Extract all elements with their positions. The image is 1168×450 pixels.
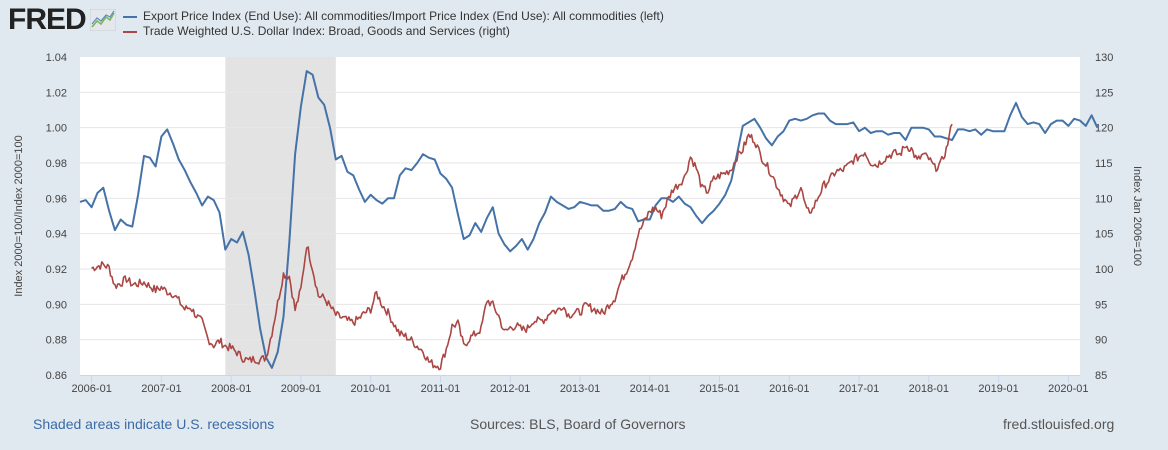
y-left-tick-label: 0.86 xyxy=(46,370,67,382)
chart-canvas: 2006-01 2007-01 2008-01 2009-01 2010-01 2011-… xyxy=(0,0,1168,410)
y-left-tick-label: 0.96 xyxy=(46,193,67,205)
y-left-tick-label: 0.88 xyxy=(46,335,67,347)
x-tick-label: 2014-01 xyxy=(630,383,670,395)
x-tick-label: 2009-01 xyxy=(281,383,321,395)
y-axis-left: 0.86 0.88 0.90 0.92 0.94 0.96 0.98 1.00 1.02 1.04 xyxy=(46,52,67,382)
x-tick-label: 2018-01 xyxy=(909,383,949,395)
x-tick-label: 2017-01 xyxy=(839,383,879,395)
x-tick-label: 2012-01 xyxy=(490,383,530,395)
y-right-tick-label: 95 xyxy=(1095,299,1107,311)
x-tick-label: 2016-01 xyxy=(769,383,809,395)
y-right-tick-label: 110 xyxy=(1095,193,1113,205)
y-right-tick-label: 85 xyxy=(1095,370,1107,382)
recession-shade xyxy=(225,57,335,375)
x-tick-label: 2011-01 xyxy=(421,383,461,395)
x-axis: 2006-01 2007-01 2008-01 2009-01 2010-01 2011-… xyxy=(71,375,1088,395)
recession-layer xyxy=(225,57,335,375)
x-tick-label: 2007-01 xyxy=(141,383,181,395)
y-left-tick-label: 0.92 xyxy=(46,264,67,276)
y-right-tick-label: 105 xyxy=(1095,229,1113,241)
y-axis-left-title: Index 2000=100/Index 2000=100 xyxy=(13,135,25,296)
sources-text: Sources: BLS, Board of Governors xyxy=(470,416,686,432)
y-left-tick-label: 1.00 xyxy=(46,123,67,135)
recession-note-link[interactable]: Shaded areas indicate U.S. recessions xyxy=(33,416,274,432)
x-tick-label: 2006-01 xyxy=(71,383,111,395)
site-url[interactable]: fred.stlouisfed.org xyxy=(1003,416,1114,432)
y-left-tick-label: 0.94 xyxy=(46,229,67,241)
y-right-tick-label: 115 xyxy=(1095,158,1113,170)
y-left-tick-label: 1.04 xyxy=(46,52,67,64)
x-tick-label: 2015-01 xyxy=(699,383,739,395)
x-tick-label: 2019-01 xyxy=(978,383,1018,395)
y-right-tick-label: 90 xyxy=(1095,335,1107,347)
y-left-tick-label: 1.02 xyxy=(46,87,67,99)
y-left-tick-label: 0.98 xyxy=(46,158,67,170)
y-axis-right-title: Index Jan 2006=100 xyxy=(1131,166,1143,266)
x-tick-label: 2010-01 xyxy=(351,383,391,395)
x-tick-label: 2008-01 xyxy=(211,383,251,395)
y-right-tick-label: 130 xyxy=(1095,52,1113,64)
y-right-tick-label: 120 xyxy=(1095,123,1113,135)
x-tick-label: 2020-01 xyxy=(1048,383,1088,395)
y-axis-right: 85 90 95 100 105 110 115 120 125 130 xyxy=(1095,52,1113,382)
y-right-tick-label: 125 xyxy=(1095,87,1113,99)
y-left-tick-label: 0.90 xyxy=(46,299,67,311)
x-tick-label: 2013-01 xyxy=(560,383,600,395)
y-right-tick-label: 100 xyxy=(1095,264,1113,276)
